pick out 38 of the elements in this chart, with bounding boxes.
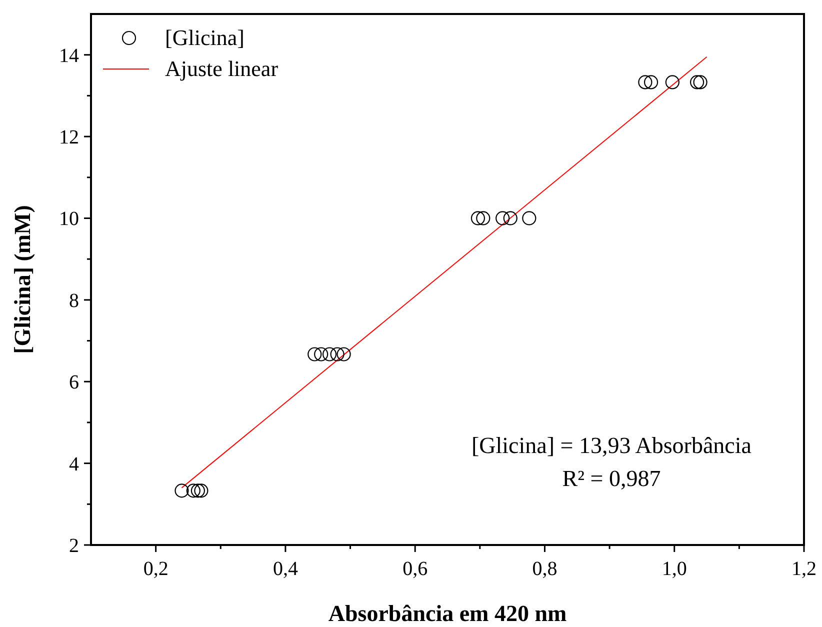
x-tick-label: 0,8 <box>532 558 558 580</box>
point <box>322 347 337 362</box>
y-tick-label: 12 <box>59 126 79 149</box>
legend-label: [Glicina] <box>165 25 244 50</box>
point <box>336 347 351 362</box>
y-tick-label: 6 <box>69 372 79 394</box>
x-axis-title: Absorbância em 420 nm <box>328 601 567 626</box>
point <box>690 75 704 90</box>
point <box>308 347 322 362</box>
point <box>186 484 200 498</box>
x-tick-label: 0,4 <box>272 558 298 580</box>
x-tick-label: 1,0 <box>662 558 687 580</box>
point <box>190 484 205 498</box>
y-tick-label: 14 <box>59 44 79 67</box>
y-tick-label: 8 <box>69 290 79 312</box>
point <box>470 211 486 226</box>
point <box>665 75 680 90</box>
x-tick-label: 0,2 <box>143 558 168 580</box>
point <box>503 211 518 226</box>
x-tick-label: 0,6 <box>402 558 428 580</box>
y-axis-title: [Glicina] (mM) <box>10 205 35 354</box>
y-tick-label: 2 <box>69 535 79 557</box>
y-tick-label: 4 <box>69 453 79 476</box>
point <box>644 75 658 90</box>
point <box>522 211 536 226</box>
point <box>638 75 652 90</box>
point <box>476 211 490 226</box>
annotation: [Glicina] = 13,93 Absorbância <box>472 433 752 458</box>
x-tick-label: 1,2 <box>792 558 816 580</box>
legend-label: Ajuste linear <box>165 56 279 81</box>
point <box>693 75 708 90</box>
point <box>314 347 328 362</box>
y-tick-label: 10 <box>59 208 79 230</box>
annotation: R² = 0,987 <box>562 466 661 491</box>
point <box>174 484 189 498</box>
point <box>194 484 208 498</box>
point <box>496 211 510 226</box>
point <box>330 347 344 362</box>
